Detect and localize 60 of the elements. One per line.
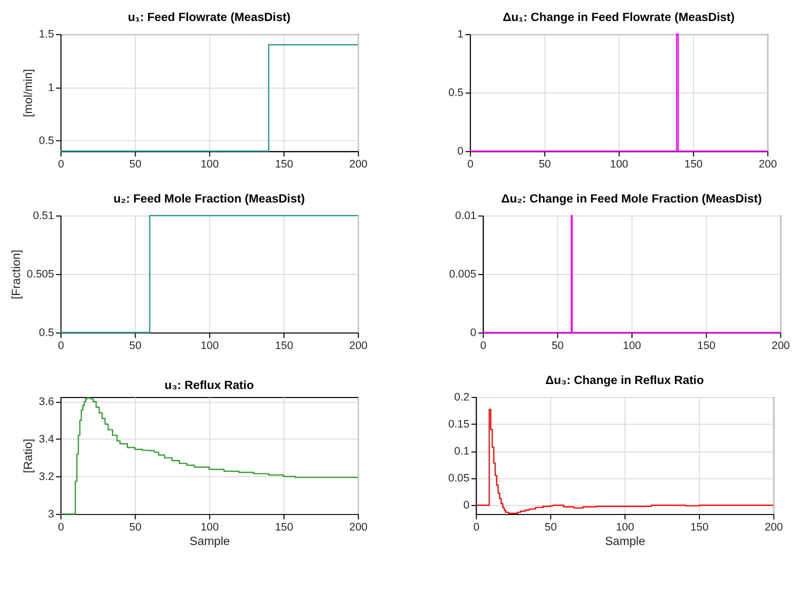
chart-title: u₁: Feed Flowrate (MeasDist) [128,10,291,24]
x-tick-label: 200 [349,158,368,170]
x-tick-label: 150 [274,340,294,352]
x-tick-label: 100 [622,340,642,352]
x-tick-label: 0 [58,521,64,534]
x-tick-label: 50 [538,158,551,170]
y-axis-title: [Fraction] [8,250,23,300]
x-tick-label: 200 [764,521,783,534]
x-tick-label: 0 [58,158,64,170]
chart-title: u₂: Feed Mole Fraction (MeasDist) [114,192,305,206]
y-axis-title: [Ratio] [20,438,35,474]
x-tick-label: 50 [544,521,557,534]
y-tick-label: 0.1 [454,446,470,458]
y-tick-label: 0.01 [455,210,476,222]
y-tick-label: 3 [48,508,54,520]
x-tick-label: 100 [616,521,634,534]
chart-title: u₃: Reflux Ratio [164,378,254,392]
y-tick-label: 3.6 [38,396,54,408]
x-tick-label: 200 [772,340,790,352]
x-tick-label: 200 [349,340,368,352]
y-tick-label: 0.05 [448,472,470,485]
x-tick-label: 150 [274,158,294,170]
y-tick-label: 1.5 [38,28,54,41]
y-tick-label: 3.2 [38,470,54,483]
x-tick-label: 150 [697,340,716,352]
x-tick-label: 200 [758,158,777,170]
chart-title: Δu₂: Change in Feed Mole Fraction (MeasDist) [501,192,762,206]
y-tick-label: 1 [457,28,464,41]
x-axis-title: Sample [604,534,646,548]
x-axis-title: Sample [190,534,230,548]
y-tick-label: 0 [463,500,470,512]
x-tick-label: 150 [274,521,294,534]
y-tick-label: 0.5 [448,87,464,100]
x-tick-label: 100 [200,158,219,170]
y-tick-label: 0.5 [38,134,54,147]
x-tick-label: 150 [690,521,709,534]
x-tick-label: 50 [129,158,142,170]
y-tick-label: 0.2 [454,391,470,404]
x-tick-label: 100 [200,521,219,534]
chart-title: Δu₁: Change in Feed Flowrate (MeasDist) [502,10,735,24]
x-tick-label: 150 [684,158,703,170]
y-tick-label: 0 [470,326,476,339]
y-tick-label: 0.005 [449,268,476,280]
y-tick-label: 0.51 [32,210,54,222]
y-tick-label: 0 [457,146,464,158]
x-tick-label: 100 [610,158,628,170]
x-tick-label: 200 [349,521,368,534]
x-tick-label: 100 [200,340,219,352]
y-tick-label: 1 [48,82,54,94]
x-tick-label: 0 [480,340,486,352]
y-axis-title: [mol/min] [20,69,35,118]
x-tick-label: 50 [129,340,142,352]
x-tick-label: 50 [552,340,564,352]
y-tick-label: 3.4 [38,434,54,446]
y-tick-label: 0.15 [448,418,470,431]
x-tick-label: 0 [58,340,64,352]
chart-title: Δu₃: Change in Reflux Ratio [545,373,704,388]
x-tick-label: 50 [129,521,142,534]
y-tick-label: 0.5 [38,326,54,339]
y-tick-label: 0.505 [26,268,54,280]
